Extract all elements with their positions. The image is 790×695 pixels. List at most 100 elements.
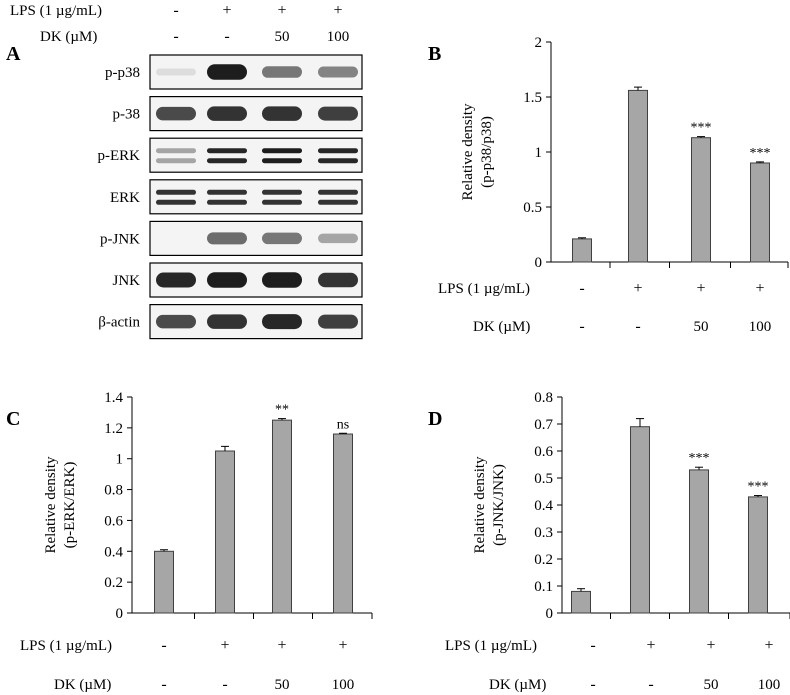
blot-treatment-header: LPS (1 µg/mL) DK (µM) - + + + - - 50 100 <box>10 2 349 45</box>
chart-c-y-tick-label: 1.4 <box>104 390 123 406</box>
chart-d-y-tick-label: 0.2 <box>534 552 553 568</box>
blot-band <box>156 106 196 121</box>
chart-b-lps-value: + <box>696 280 705 297</box>
chart-c-bar <box>215 450 235 614</box>
blot-band <box>262 199 302 205</box>
panel-letter-a: A <box>6 43 21 65</box>
chart-d-y-label-line: Relative density <box>472 456 488 554</box>
chart-d-bar <box>748 496 768 614</box>
blot-row-label: p-ERK <box>98 148 141 164</box>
chart-c-bar <box>272 419 292 614</box>
blot-band <box>318 189 358 195</box>
blot-dk-label: DK (µM) <box>40 29 97 45</box>
chart-d-lps-value: + <box>706 637 715 654</box>
chart-b-lps-value: - <box>579 280 584 297</box>
chart-c-lps-value: - <box>161 637 166 654</box>
blot-band <box>262 232 302 245</box>
chart-b-significance-label: *** <box>691 121 712 136</box>
blot-band <box>207 106 247 121</box>
chart-c-y-tick-label: 0.2 <box>104 575 123 591</box>
blot-band <box>318 106 358 121</box>
chart-d-y-tick-label: 0.8 <box>534 390 553 406</box>
blot-band <box>207 64 247 80</box>
chart-c-significance-label: ns <box>337 417 349 432</box>
blot-band <box>207 148 247 154</box>
chart-d-significance-label: *** <box>748 480 769 495</box>
blot-membrane <box>149 137 363 173</box>
chart-d-y-label-line: (p-JNK/JNK) <box>491 464 507 546</box>
panel-c-chart: C 0 0.2 0.4 0.6 0.8 1 1.2 1.4 Relative density (p… <box>6 390 373 693</box>
chart-d-lps-value: + <box>646 637 655 654</box>
chart-b-y-tick-label: 1 <box>535 145 543 161</box>
blot-row-label: ERK <box>110 190 140 206</box>
chart-c-dk-value: - <box>222 676 227 693</box>
blot-lps-label: LPS (1 µg/mL) <box>10 3 102 19</box>
blot-lps-value: - <box>173 2 178 19</box>
chart-b-y-label-line: Relative density <box>460 103 476 201</box>
blot-band <box>156 272 196 288</box>
blot-band <box>262 272 302 288</box>
blot-band <box>207 189 247 195</box>
chart-d-y-tick-label: 0.4 <box>534 498 553 514</box>
chart-b-treatment-table: LPS (1 µg/mL) DK (µM) - + + + - - 50 100 <box>438 280 771 335</box>
chart-d-bar <box>689 469 709 614</box>
chart-d-treatment-table: LPS (1 µg/mL) DK (µM) - + + + - - 50 100 <box>445 637 780 693</box>
blot-band <box>156 148 196 154</box>
chart-c-y-tick-label: 0.8 <box>104 483 123 499</box>
blot-lps-value: + <box>333 2 342 19</box>
blot-band <box>318 272 358 288</box>
chart-b-bar <box>750 162 770 263</box>
chart-c-y-tick-label: 1 <box>116 452 124 468</box>
panel-letter-d: D <box>428 408 442 430</box>
chart-b-y-label-line: (p-p38/p38) <box>479 116 495 188</box>
chart-c-lps-value: + <box>220 637 229 654</box>
blot-band <box>156 158 196 164</box>
blot-row-label: p-JNK <box>100 231 140 247</box>
chart-d-dk-label: DK (µM) <box>489 677 546 693</box>
chart-c-y-label: Relative density (p-ERK/ERK) <box>43 456 78 554</box>
chart-c-lps-value: + <box>338 637 347 654</box>
chart-c-dk-value: 50 <box>275 677 290 693</box>
chart-b-lps-label: LPS (1 µg/mL) <box>438 281 530 297</box>
panel-a-western-blot: A LPS (1 µg/mL) DK (µM) - + + + - - 50 1… <box>6 2 363 340</box>
chart-d-bar <box>571 590 591 614</box>
chart-c-dk-value: - <box>161 676 166 693</box>
blot-band <box>207 232 247 245</box>
chart-b-bar <box>628 89 648 263</box>
chart-d-dk-value: 50 <box>704 677 719 693</box>
blot-lps-value: + <box>222 2 231 19</box>
blot-band <box>207 199 247 205</box>
blot-band <box>262 314 302 330</box>
blot-row-label: β-actin <box>98 315 140 331</box>
blot-dk-value: - <box>224 28 229 45</box>
panel-letter-b: B <box>428 43 441 65</box>
chart-c-y-label-line: (p-ERK/ERK) <box>62 462 78 549</box>
blot-membrane <box>149 220 363 256</box>
blot-band <box>156 68 196 76</box>
chart-b-y-tick-label: 2 <box>535 35 543 51</box>
blot-row-label: p-38 <box>113 107 141 123</box>
chart-c-y-label-line: Relative density <box>43 456 59 554</box>
chart-c-y-tick-label: 1.2 <box>104 421 123 437</box>
chart-c-y-tick-label: 0.4 <box>104 544 123 560</box>
chart-b-dk-value: 100 <box>749 319 772 335</box>
chart-d-dk-value: - <box>590 676 595 693</box>
blot-band <box>318 314 358 329</box>
blot-band <box>262 148 302 154</box>
chart-d-y-tick-label: 0.3 <box>534 525 553 541</box>
chart-d-lps-label: LPS (1 µg/mL) <box>445 638 537 654</box>
panel-letter-c: C <box>6 408 20 430</box>
chart-b-dk-value: - <box>579 318 584 335</box>
chart-b-y-tick-label: 0.5 <box>523 200 542 216</box>
chart-d-y-tick-label: 0.1 <box>534 579 553 595</box>
blot-band <box>262 66 302 78</box>
chart-d-y-label: Relative density (p-JNK/JNK) <box>472 456 507 554</box>
chart-c-y-tick-label: 0.6 <box>104 513 123 529</box>
chart-b-bar <box>572 238 592 263</box>
chart-b-dk-value: 50 <box>694 319 709 335</box>
chart-d-y-tick-label: 0.5 <box>534 471 553 487</box>
blot-band <box>262 106 302 121</box>
chart-d-lps-value: - <box>590 637 595 654</box>
blot-band <box>318 199 358 205</box>
